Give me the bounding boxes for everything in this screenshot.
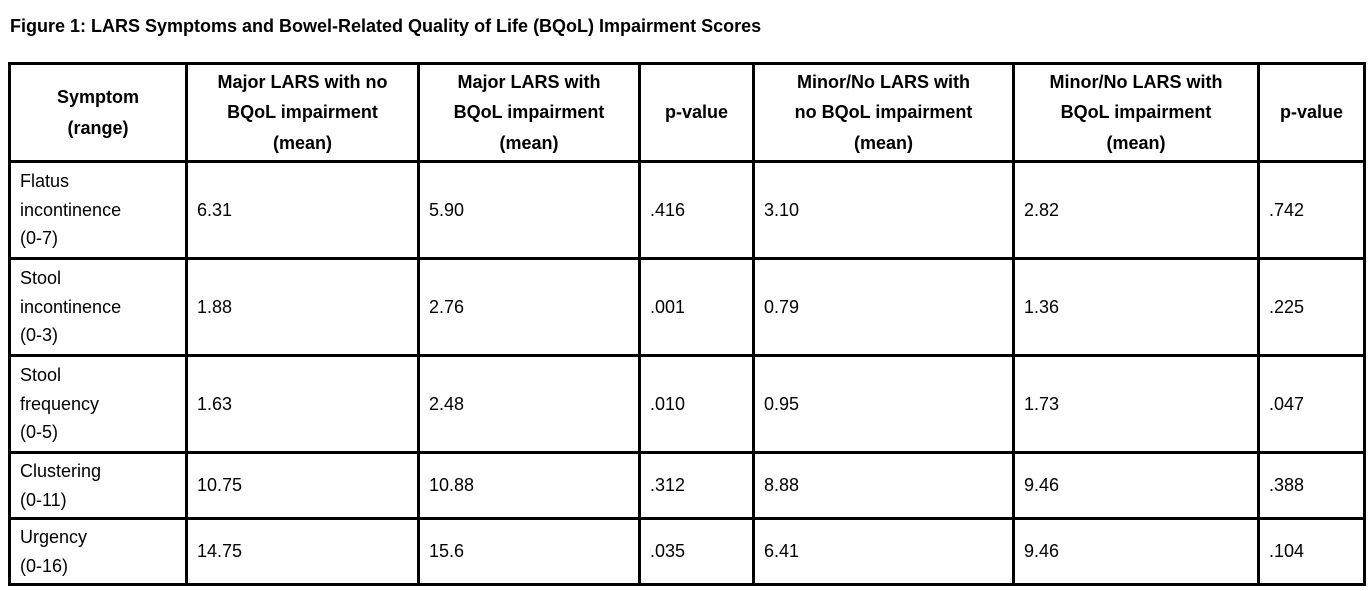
p-value-cell: .416 xyxy=(638,160,755,260)
table-cell: 14.75 xyxy=(185,517,420,586)
table-cell: 9.46 xyxy=(1012,517,1260,586)
symptom-cell: Urgency (0-16) xyxy=(8,517,188,586)
table-row-stool-incontinence: Stool incontinence (0-3) 1.88 2.76 .001 … xyxy=(8,257,1366,357)
table-cell: 2.82 xyxy=(1012,160,1260,260)
column-header-p-value-1: p-value xyxy=(638,62,755,163)
table-cell: 10.88 xyxy=(417,451,641,520)
table-body: Flatus incontinence (0-7) 6.31 5.90 .416… xyxy=(8,160,1366,586)
column-header-minor-no-bqol: Minor/No LARS with no BQoL impairment (m… xyxy=(752,62,1015,163)
p-value-cell: .312 xyxy=(638,451,755,520)
table-cell: 2.76 xyxy=(417,257,641,357)
figure-title: Figure 1: LARS Symptoms and Bowel-Relate… xyxy=(10,16,762,36)
p-value-cell: .010 xyxy=(638,354,755,454)
column-header-p-value-2: p-value xyxy=(1257,62,1366,163)
symptom-cell: Stool frequency (0-5) xyxy=(8,354,188,454)
p-value-cell: .388 xyxy=(1257,451,1366,520)
p-value-cell: .225 xyxy=(1257,257,1366,357)
table-row-flatus-incontinence: Flatus incontinence (0-7) 6.31 5.90 .416… xyxy=(8,160,1366,260)
column-header-minor-with-bqol: Minor/No LARS with BQoL impairment (mean… xyxy=(1012,62,1260,163)
table-cell: 1.73 xyxy=(1012,354,1260,454)
table-cell: 3.10 xyxy=(752,160,1015,260)
table-cell: 1.88 xyxy=(185,257,420,357)
table-cell: 0.95 xyxy=(752,354,1015,454)
p-value-cell: .001 xyxy=(638,257,755,357)
column-header-major-with-bqol: Major LARS with BQoL impairment (mean) xyxy=(417,62,641,163)
table-cell: 8.88 xyxy=(752,451,1015,520)
table-cell: 1.36 xyxy=(1012,257,1260,357)
p-value-cell: .742 xyxy=(1257,160,1366,260)
p-value-cell: .047 xyxy=(1257,354,1366,454)
table-cell: 2.48 xyxy=(417,354,641,454)
symptom-cell: Clustering (0-11) xyxy=(8,451,188,520)
column-header-symptom: Symptom (range) xyxy=(8,62,188,163)
table-cell: 9.46 xyxy=(1012,451,1260,520)
table-row: Symptom (range) Major LARS with no BQoL … xyxy=(8,62,1366,163)
table-cell: 10.75 xyxy=(185,451,420,520)
symptom-cell: Stool incontinence (0-3) xyxy=(8,257,188,357)
symptom-cell: Flatus incontinence (0-7) xyxy=(8,160,188,260)
table-cell: 0.79 xyxy=(752,257,1015,357)
table-cell: 15.6 xyxy=(417,517,641,586)
table-cell: 1.63 xyxy=(185,354,420,454)
table-cell: 6.31 xyxy=(185,160,420,260)
table-row-urgency: Urgency (0-16) 14.75 15.6 .035 6.41 9.46… xyxy=(8,517,1366,586)
table-row-clustering: Clustering (0-11) 10.75 10.88 .312 8.88 … xyxy=(8,451,1366,520)
table-row-stool-frequency: Stool frequency (0-5) 1.63 2.48 .010 0.9… xyxy=(8,354,1366,454)
table-header-row: Symptom (range) Major LARS with no BQoL … xyxy=(8,62,1366,163)
p-value-cell: .104 xyxy=(1257,517,1366,586)
table-cell: 5.90 xyxy=(417,160,641,260)
table-cell: 6.41 xyxy=(752,517,1015,586)
results-table: Symptom (range) Major LARS with no BQoL … xyxy=(8,62,1366,586)
p-value-cell: .035 xyxy=(638,517,755,586)
column-header-major-no-bqol: Major LARS with no BQoL impairment (mean… xyxy=(185,62,420,163)
